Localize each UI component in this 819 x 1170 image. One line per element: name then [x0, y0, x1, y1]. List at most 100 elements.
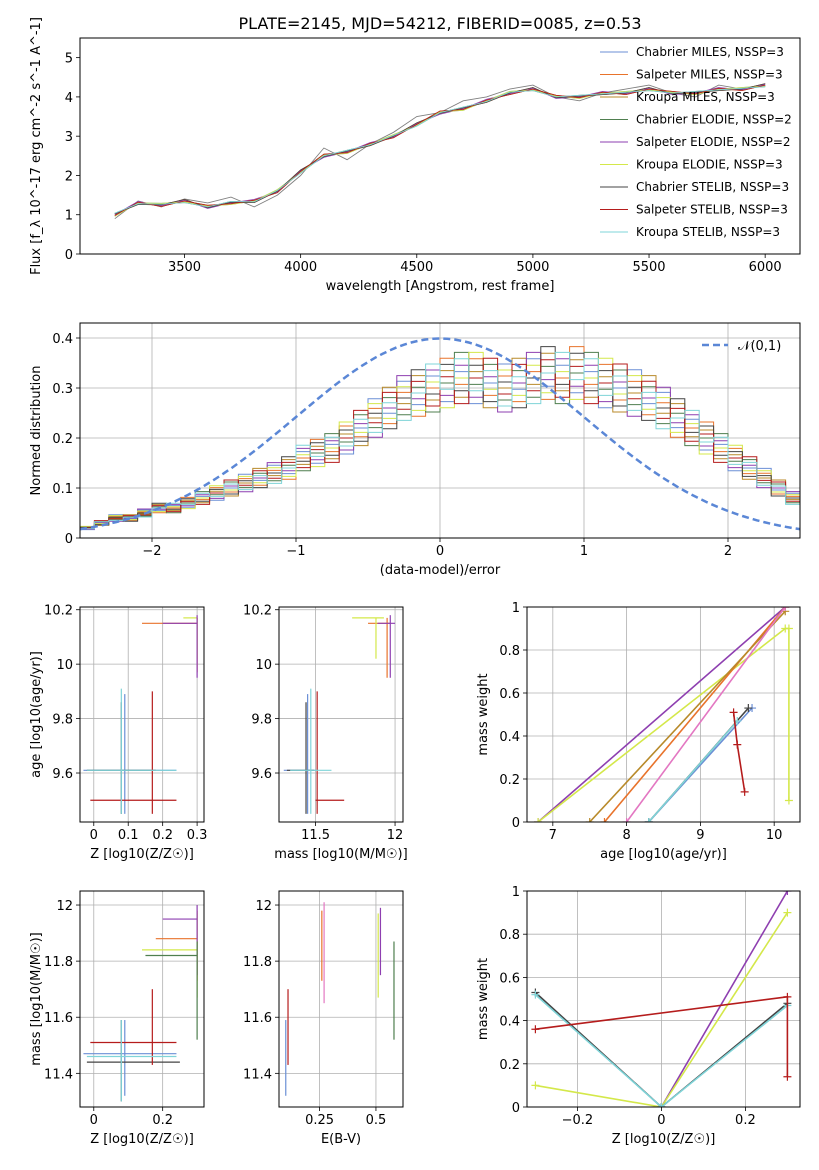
x-axis-label: E(B-V): [321, 1132, 361, 1147]
weight-marker-pink: [622, 818, 631, 822]
model-line-kroupa_elodie: [114, 85, 766, 217]
panel-mass-vs-Z: 0 0.2 11.4 11.6 11.8 12 Z [log10(Z/Z☉)] mass [l…: [29, 890, 205, 1147]
x-tick-label: 0: [657, 1113, 665, 1128]
y-tick-label: 0.8: [499, 928, 520, 943]
weight-marker-salpeter_stelib: [783, 992, 792, 1001]
x-tick-label: −1: [286, 544, 305, 559]
weight-line-salpeter_stelib: [732, 712, 746, 793]
panel-weight-vs-age: 7 8 9 10 0 0.2 0.4 0.6 0.8 1 age [log10(age/yr)] ma…: [476, 601, 801, 862]
y-tick-label: 10.2: [44, 604, 73, 619]
x-tick-label: 0.3: [187, 828, 208, 843]
y-tick-label: 0.1: [52, 482, 73, 497]
y-tick-label: 11.8: [243, 955, 272, 970]
y-tick-label: 4: [65, 91, 73, 106]
histogram-kroupa_stelib: [80, 351, 800, 530]
y-tick-label: 9.6: [251, 767, 272, 782]
y-tick-label: 2: [65, 169, 73, 184]
x-tick-label: 0.2: [735, 1113, 756, 1128]
y-tick-label: 0.2: [52, 432, 73, 447]
weight-line-kroupa_stelib: [534, 994, 788, 1107]
histogram-salpeter_stelib: [80, 357, 800, 529]
x-tick-label: 7: [549, 828, 557, 843]
x-axis-label: wavelength [Angstrom, rest frame]: [326, 279, 555, 294]
x-tick-label: 0.1: [118, 828, 139, 843]
weight-marker-kroupa_stelib: [644, 818, 653, 822]
x-tick-label: 4000: [284, 260, 317, 275]
y-tick-label: 0: [65, 532, 73, 547]
weight-marker-kroupa_elodie: [784, 796, 793, 805]
legend-label-chabrier_elodie: Chabrier ELODIE, NSSP=2: [636, 113, 792, 127]
plot-area: [83, 905, 198, 1102]
y-tick-label: 0.4: [52, 332, 73, 347]
y-tick-label: 1: [512, 601, 520, 616]
panel-spectrum: 3500 4000 4500 5000 5500 6000 0 1 2 3 4 5 wavelength…: [29, 17, 801, 294]
panel-age-vs-Z: 0 0.1 0.2 0.3 9.6 9.8 10 10.2 Z [log10(Z/Z☉)] age…: [29, 604, 207, 862]
weight-marker-kroupa_stelib: [531, 990, 540, 999]
x-tick-label: 11.5: [301, 828, 330, 843]
y-tick-label: 11.8: [44, 955, 73, 970]
legend-label-salpeter_elodie: Salpeter ELODIE, NSSP=2: [636, 135, 791, 149]
weight-marker-salpeter_stelib: [531, 1025, 540, 1034]
plot-area: [285, 902, 395, 1096]
panel-residuals: −2 −1 0 1 2 0 0.1 0.2 0.3 0.4 (data-model)/error No…: [29, 322, 801, 578]
axes-frame: [526, 890, 801, 1108]
axes-frame: [79, 890, 205, 1108]
x-axis-label: age [log10(age/yr)]: [600, 847, 727, 862]
x-tick-label: 0: [436, 544, 444, 559]
x-tick-label: 0: [90, 828, 98, 843]
gaussian-curve: [80, 337, 800, 531]
y-axis-label: mass [log10(M/M☉)]: [29, 932, 44, 1065]
weight-marker-chabrier_stelib: [744, 704, 753, 713]
axes-frame: [79, 37, 801, 255]
x-tick-label: 8: [622, 828, 630, 843]
x-tick-label: 4500: [400, 260, 433, 275]
x-tick-label: −0.2: [562, 1113, 594, 1128]
x-tick-label: 0.25: [305, 1113, 334, 1128]
weight-marker-salpeter_elodie: [783, 891, 792, 895]
weight-line-kroupa_stelib: [648, 720, 738, 822]
y-axis-label: mass weight: [476, 958, 491, 1040]
weight-line-salpeter_elodie: [660, 891, 789, 1107]
x-axis-label: Z [log10(Z/Z☉)]: [90, 847, 194, 862]
y-axis-label: age [log10(age/yr)]: [29, 651, 44, 778]
y-tick-label: 3: [65, 130, 73, 145]
x-tick-label: 0.2: [152, 828, 173, 843]
x-axis-label: Z [log10(Z/Z☉)]: [90, 1132, 194, 1147]
y-axis-label: Flux [f_λ 10^-17 erg cm^-2 s^-1 A^-1]: [29, 17, 44, 275]
legend-label-kroupa_miles: Kroupa MILES, NSSP=3: [636, 90, 775, 104]
panel-mass-vs-ebv: 0.25 0.5 11.4 11.6 11.8 12 E(B-V): [243, 890, 404, 1147]
x-tick-label: 9: [696, 828, 704, 843]
y-tick-label: 10: [56, 658, 73, 673]
model-line-chabrier_elodie: [114, 86, 766, 214]
model-line-salpeter_stelib: [114, 84, 766, 216]
axes-frame: [278, 890, 404, 1108]
x-tick-label: 1: [580, 544, 588, 559]
model-line-chabrier_miles: [114, 85, 766, 217]
y-tick-label: 0.2: [499, 1058, 520, 1073]
y-tick-label: 10.2: [243, 604, 272, 619]
model-line-kroupa_stelib: [114, 86, 766, 214]
x-tick-label: 0: [90, 1113, 98, 1128]
x-tick-label: 0.5: [366, 1113, 387, 1128]
weight-marker-salpeter_miles: [600, 818, 609, 822]
x-tick-label: 10: [766, 828, 783, 843]
y-tick-label: 0.8: [499, 644, 520, 659]
x-axis-label: mass [log10(M/M☉)]: [274, 847, 407, 862]
x-tick-label: 2: [724, 544, 732, 559]
y-tick-label: 0: [65, 248, 73, 263]
legend: Chabrier MILES, NSSP=3 Salpeter MILES, NS…: [600, 45, 792, 239]
weight-marker-salpeter_stelib: [733, 740, 742, 749]
y-tick-label: 0.4: [499, 730, 520, 745]
weight-line-kroupa_miles: [589, 610, 786, 822]
y-tick-label: 12: [56, 899, 73, 914]
x-axis-label: Z [log10(Z/Z☉)]: [612, 1132, 716, 1147]
plot-area: [83, 615, 198, 814]
axes-frame: [79, 606, 205, 823]
y-tick-label: 0.6: [499, 687, 520, 702]
legend-label-kroupa_elodie: Kroupa ELODIE, NSSP=3: [636, 158, 783, 172]
y-tick-label: 0: [512, 1101, 520, 1116]
y-tick-label: 11.4: [44, 1067, 73, 1082]
y-tick-label: 0.6: [499, 971, 520, 986]
y-tick-label: 11.6: [44, 1011, 73, 1026]
y-tick-label: 0.2: [499, 773, 520, 788]
